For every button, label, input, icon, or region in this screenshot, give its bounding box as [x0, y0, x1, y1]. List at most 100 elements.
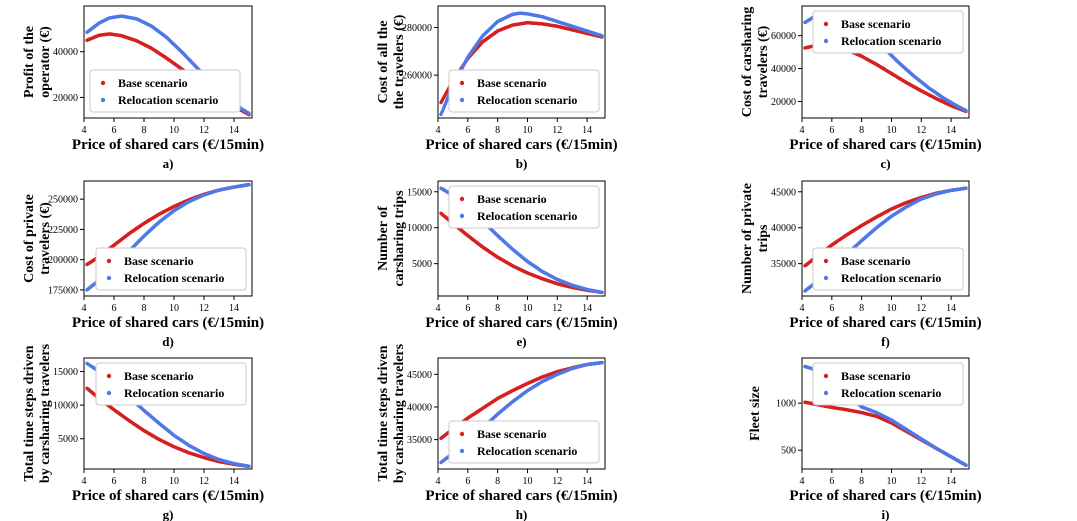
y-tick-label: 10000 — [53, 401, 78, 412]
y-axis-label: Profit of the operator (€) — [22, 26, 53, 98]
y-axis-label-line: by carsharing travelers — [38, 343, 53, 483]
y-tick-label: 40000 — [771, 223, 796, 234]
panel-c: 4 6 8 10 12 14 20000 40000 60000 Price of shared … — [740, 5, 982, 171]
y-axis-label-line: Cost of all the — [376, 21, 391, 104]
legend-marker-base — [459, 80, 465, 86]
y-axis-label: Total time steps driven by carsharing tra… — [376, 343, 407, 483]
panel-i: 4 6 8 10 12 14 500 1000 Price of shared cars (€/… — [748, 357, 982, 521]
y-tick-label: 200000 — [48, 255, 78, 266]
data-point-relocation — [247, 182, 251, 187]
x-tick-label: 8 — [142, 303, 147, 314]
y-axis-label-line: Total time steps driven — [22, 345, 37, 481]
y-tick-label: 10000 — [407, 223, 432, 234]
plot-frame — [83, 180, 253, 297]
legend-marker-relocation — [823, 38, 829, 44]
legend-box — [448, 420, 600, 464]
legend-marker-base — [459, 196, 465, 202]
x-tick-label: 10 — [522, 303, 532, 314]
legend-label-relocation: Relocation scenario — [841, 386, 941, 400]
plot-frame — [437, 357, 606, 470]
panel-letter: d) — [162, 334, 174, 349]
legend-marker-relocation — [459, 213, 465, 219]
y-tick-label: 40000 — [407, 402, 432, 413]
legend-marker-base — [106, 258, 112, 264]
x-tick-label: 12 — [199, 476, 209, 487]
legend-label-relocation: Relocation scenario — [841, 271, 941, 285]
panel-g: 4 6 8 10 12 14 5000 10000 15000 Price of shared c… — [22, 343, 264, 521]
x-tick-label: 6 — [829, 476, 834, 487]
x-tick-label: 12 — [916, 303, 926, 314]
x-tick-label: 4 — [82, 476, 87, 487]
legend: Base scenario Relocation scenario — [448, 420, 600, 464]
y-axis-label-line: trips — [756, 224, 771, 253]
x-tick-label: 14 — [582, 125, 592, 136]
panel-letter: h) — [516, 507, 528, 521]
legend-marker-base — [100, 80, 106, 86]
y-axis-label: Number of private trips — [740, 183, 771, 294]
legend: Base scenario Relocation scenario — [89, 69, 241, 113]
y-axis-label-line: Number of private — [740, 183, 755, 294]
legend-marker-relocation — [823, 390, 829, 396]
data-point-relocation — [964, 108, 968, 113]
y-tick-label: 60000 — [771, 31, 796, 42]
x-tick-label: 8 — [495, 476, 500, 487]
y-tick-label: 280000 — [402, 23, 432, 34]
legend-marker-relocation — [823, 275, 829, 281]
y-axis-label-line: Number of — [376, 206, 391, 271]
x-tick-label: 10 — [522, 476, 532, 487]
x-axis-label: Price of shared cars (€/15min) — [789, 137, 981, 153]
panel-a: 4 6 8 10 12 14 20000 40000 Price of shared cars … — [22, 5, 264, 171]
x-axis-label: Price of shared cars (€/15min) — [425, 137, 617, 153]
x-tick-label: 6 — [112, 303, 117, 314]
x-tick-label: 14 — [946, 125, 956, 136]
y-axis-label-line: Fleet size — [748, 386, 763, 441]
data-point-relocation — [600, 34, 604, 38]
y-tick-label: 45000 — [407, 370, 432, 381]
panel-letter: e) — [516, 334, 526, 349]
x-tick-label: 12 — [199, 303, 209, 314]
legend-label-relocation: Relocation scenario — [124, 271, 224, 285]
legend-box — [812, 247, 964, 291]
data-point-relocation — [600, 360, 604, 365]
legend-marker-base — [459, 431, 465, 437]
x-axis-label: Price of shared cars (€/15min) — [72, 137, 264, 153]
x-tick-label: 10 — [522, 125, 532, 136]
legend-label-base: Base scenario — [841, 369, 911, 383]
legend-marker-relocation — [459, 97, 465, 103]
plot-frame — [801, 357, 970, 470]
legend-marker-base — [823, 258, 829, 264]
y-axis-label: Total time steps driven by carsharing tra… — [22, 343, 53, 483]
y-axis-label: Number of carsharing trips — [376, 190, 407, 287]
y-axis-label-line: Total time steps driven — [376, 345, 391, 481]
legend-label-relocation: Relocation scenario — [124, 386, 224, 400]
legend-marker-relocation — [106, 390, 112, 396]
y-tick-label: 45000 — [771, 187, 796, 198]
x-tick-label: 12 — [552, 303, 562, 314]
x-tick-label: 14 — [229, 476, 239, 487]
x-tick-label: 10 — [169, 303, 179, 314]
panel-letter: f) — [881, 334, 890, 349]
x-tick-label: 4 — [82, 125, 87, 136]
y-axis-label-line: carsharing trips — [392, 190, 407, 287]
plot-frame — [437, 180, 606, 297]
y-tick-label: 20000 — [771, 97, 796, 108]
x-tick-label: 4 — [82, 303, 87, 314]
data-point-relocation — [964, 463, 968, 467]
y-axis-label: Cost of private travelers (€) — [22, 194, 53, 283]
x-tick-label: 12 — [552, 125, 562, 136]
y-axis-label-line: travelers (€) — [38, 202, 53, 275]
legend: Base scenario Relocation scenario — [95, 362, 247, 406]
legend-label-base: Base scenario — [477, 192, 547, 206]
x-tick-label: 8 — [495, 125, 500, 136]
x-tick-label: 6 — [112, 125, 117, 136]
legend-marker-base — [106, 373, 112, 379]
legend-box — [812, 362, 964, 406]
x-tick-label: 8 — [859, 476, 864, 487]
plot-frame — [801, 5, 970, 119]
y-axis-label: Fleet size — [748, 386, 763, 441]
x-tick-label: 10 — [886, 303, 896, 314]
data-point-relocation — [247, 111, 251, 116]
x-tick-label: 6 — [465, 125, 470, 136]
legend-marker-relocation — [459, 448, 465, 454]
panel-letter: i) — [882, 507, 890, 521]
